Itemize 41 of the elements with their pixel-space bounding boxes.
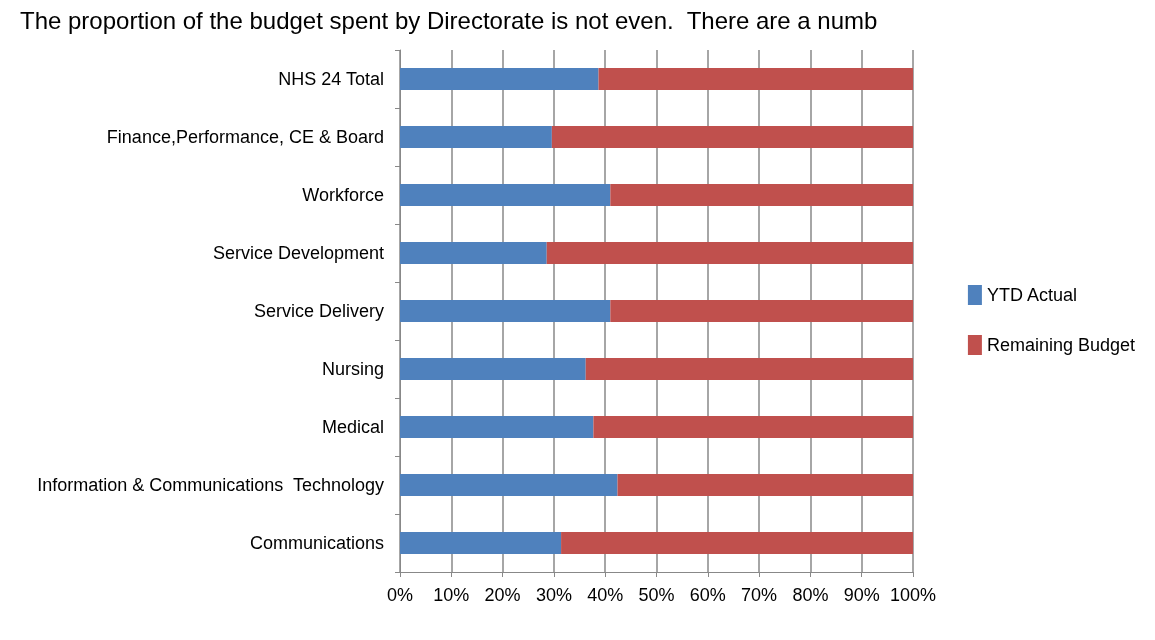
- bar: [593, 415, 913, 439]
- bar: [400, 125, 552, 149]
- x-tick-label: 40%: [587, 585, 624, 605]
- bar: [400, 299, 611, 323]
- bar: [400, 415, 594, 439]
- text: The proportion of the budget spent by Directorate is not even. There are a numb: [20, 6, 878, 34]
- y-tick-label: Medical: [321, 417, 384, 437]
- bar: [400, 241, 547, 265]
- bar: [585, 357, 913, 381]
- y-tick-label: Workforce: [302, 185, 384, 205]
- legend-label: YTD Actual: [986, 285, 1077, 305]
- x-tick-label: 80%: [792, 585, 829, 605]
- y-tick-label: Information & Communications Technology: [37, 475, 384, 495]
- y-tick-label: Service Delivery: [253, 301, 384, 321]
- bar: [400, 67, 599, 91]
- x-tick-label: 90%: [843, 585, 880, 605]
- bar: [400, 473, 618, 497]
- bar: [400, 183, 611, 207]
- x-tick-label: 50%: [638, 585, 675, 605]
- x-tick-label: 100%: [889, 585, 937, 605]
- bar: [400, 531, 562, 555]
- legend-label: Remaining Budget: [986, 335, 1136, 355]
- y-tick-label: Service Development: [212, 243, 384, 263]
- x-tick-label: 10%: [433, 585, 470, 605]
- bar: [561, 531, 913, 555]
- y-tick-label: Nursing: [321, 359, 384, 379]
- bar: [610, 183, 913, 207]
- x-tick-label: 60%: [689, 585, 726, 605]
- x-tick-label: 30%: [535, 585, 572, 605]
- bar: [610, 299, 913, 323]
- x-tick-label: 20%: [484, 585, 521, 605]
- bar: [551, 125, 913, 149]
- bar: [598, 67, 913, 91]
- bar: [617, 473, 913, 497]
- y-tick-label: Finance,Performance, CE & Board: [106, 127, 384, 147]
- bar: [400, 357, 586, 381]
- y-tick-label: Communications: [249, 533, 384, 553]
- x-tick-label: 70%: [741, 585, 778, 605]
- y-tick-label: NHS 24 Total: [278, 69, 384, 89]
- x-tick-label: 0%: [386, 585, 414, 605]
- bar: [546, 241, 913, 265]
